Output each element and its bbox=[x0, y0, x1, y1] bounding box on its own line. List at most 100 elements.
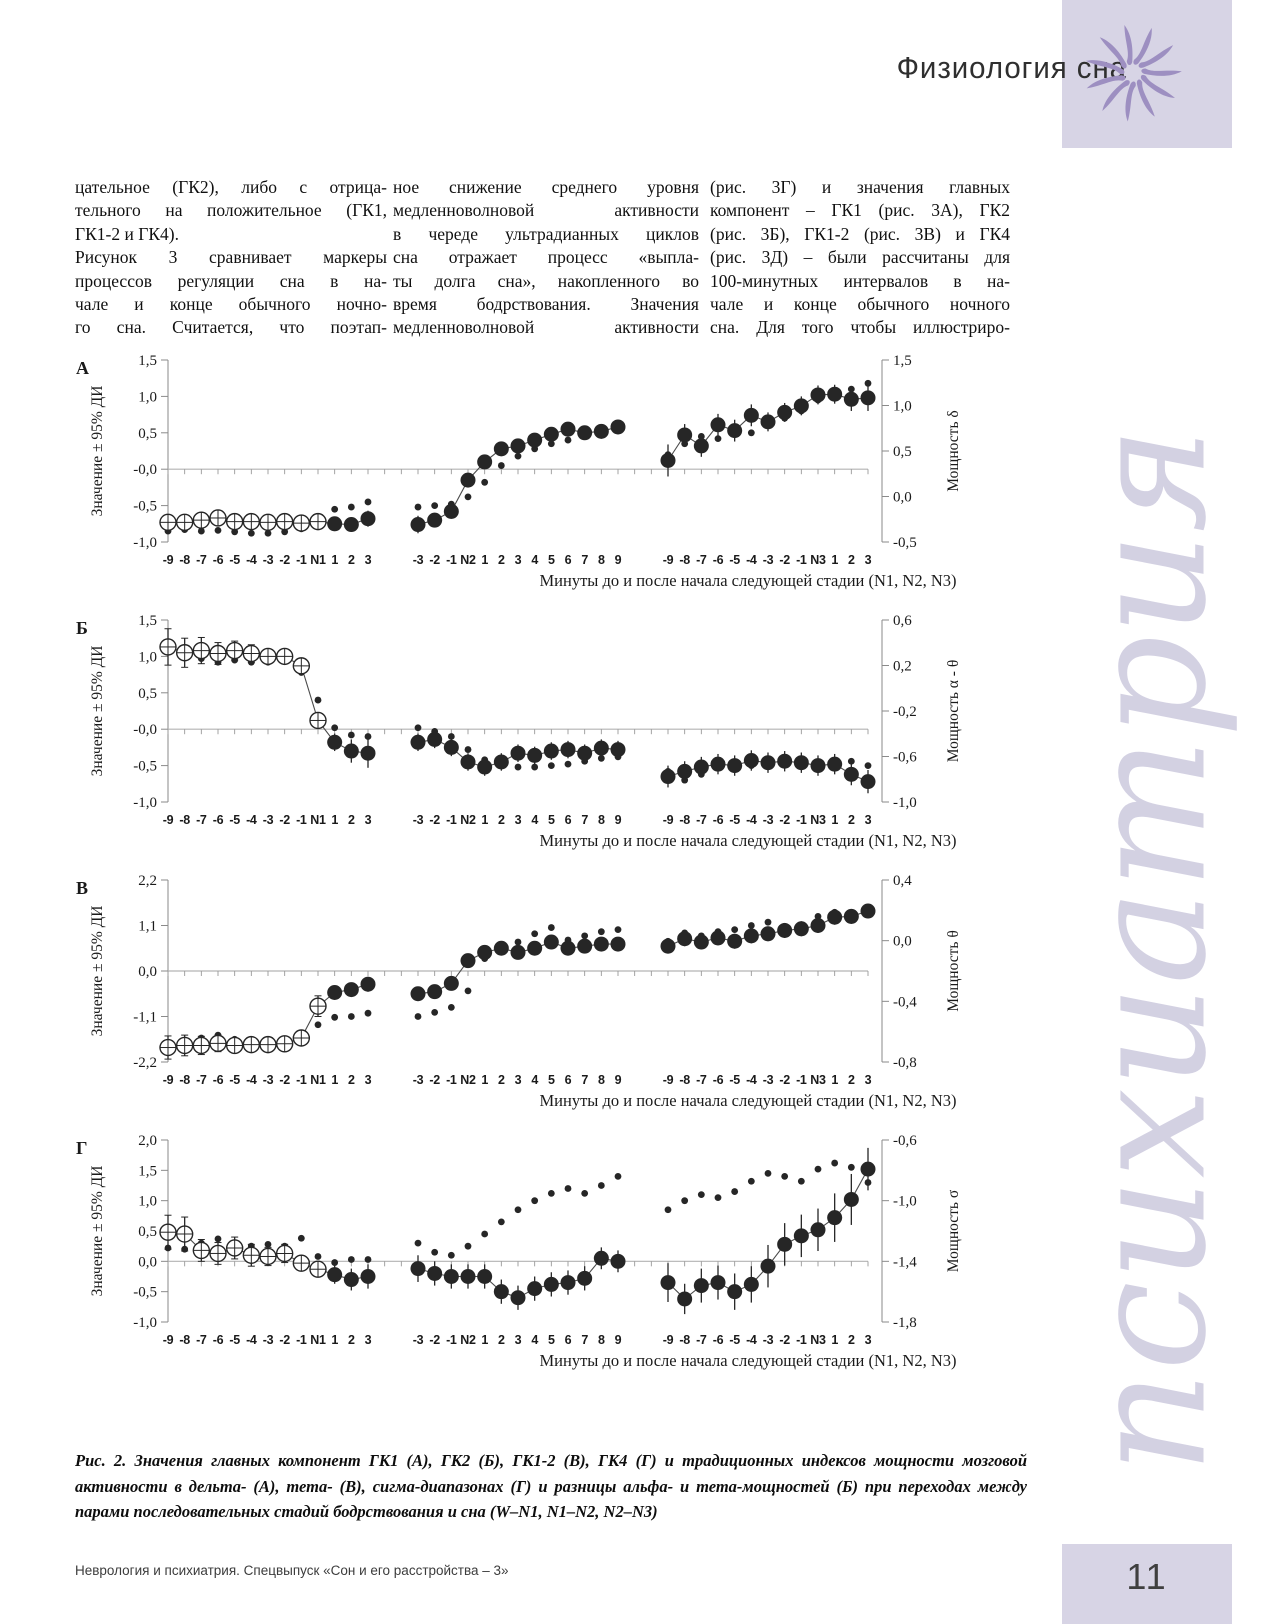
svg-text:3: 3 bbox=[365, 553, 372, 567]
dotted-series-point bbox=[681, 1197, 689, 1205]
dotted-series-point bbox=[514, 938, 522, 946]
main-series-marker bbox=[610, 1253, 626, 1269]
figure-caption: Рис. 2. Значения главных компонент ГК1 (… bbox=[75, 1451, 1027, 1522]
dotted-series-point bbox=[764, 918, 772, 926]
main-series-marker bbox=[460, 754, 476, 770]
svg-text:-1: -1 bbox=[446, 813, 457, 827]
svg-text:-6: -6 bbox=[713, 1073, 724, 1087]
main-series-marker bbox=[793, 398, 809, 414]
svg-text:-3: -3 bbox=[763, 813, 774, 827]
series-group bbox=[410, 1173, 626, 1310]
right-axis-label: Мощность δ bbox=[945, 410, 962, 491]
svg-text:N2: N2 bbox=[460, 1333, 476, 1347]
svg-text:-1: -1 bbox=[446, 1333, 457, 1347]
svg-text:9: 9 bbox=[615, 553, 622, 567]
x-axis-title: Минуты до и после начала следующей стади… bbox=[539, 1091, 956, 1110]
svg-text:2: 2 bbox=[348, 1333, 355, 1347]
x-axis-title: Минуты до и после начала следующей стади… bbox=[539, 831, 956, 850]
main-series-marker bbox=[777, 404, 793, 420]
main-series-marker bbox=[543, 426, 559, 442]
main-series-marker bbox=[760, 414, 776, 430]
main-series-marker bbox=[760, 1258, 776, 1274]
dotted-series-point bbox=[564, 436, 572, 444]
main-series-marker bbox=[460, 472, 476, 488]
main-series-marker bbox=[610, 936, 626, 952]
svg-text:4: 4 bbox=[531, 553, 538, 567]
svg-text:-8: -8 bbox=[679, 1073, 690, 1087]
svg-text:-3: -3 bbox=[263, 1333, 274, 1347]
dotted-series-point bbox=[414, 503, 422, 511]
dotted-series-point bbox=[547, 924, 555, 931]
dotted-series-point bbox=[447, 733, 455, 740]
svg-text:8: 8 bbox=[598, 813, 605, 827]
text-column-1: цательное (ГК2), либо с отрица-тельного … bbox=[75, 176, 387, 340]
svg-text:-7: -7 bbox=[696, 553, 707, 567]
svg-text:-1,1: -1,1 bbox=[133, 1010, 157, 1026]
svg-text:-5: -5 bbox=[229, 553, 240, 567]
right-axis-label: Мощность σ bbox=[945, 1189, 962, 1272]
svg-text:-3: -3 bbox=[413, 1333, 424, 1347]
zero-line bbox=[167, 728, 869, 735]
text-line: сна отражает процесс «выпла- bbox=[393, 247, 699, 268]
text-line: медленноволновой активности bbox=[393, 317, 699, 338]
svg-text:-6: -6 bbox=[713, 553, 724, 567]
main-series-marker bbox=[427, 731, 443, 747]
text-line: тельного на положительное (ГК1, bbox=[75, 200, 387, 221]
main-series-marker bbox=[810, 918, 826, 933]
series-group bbox=[660, 1147, 876, 1315]
right-axis: -0,6 -1,0 -1,4 -1,8 bbox=[881, 1133, 917, 1331]
dotted-series-point bbox=[864, 1179, 872, 1186]
svg-text:3: 3 bbox=[865, 1073, 872, 1087]
main-series-marker bbox=[510, 745, 526, 761]
svg-text:-8: -8 bbox=[179, 813, 190, 827]
dotted-series-point bbox=[814, 913, 822, 920]
svg-text:4: 4 bbox=[531, 1333, 538, 1347]
main-series-marker bbox=[510, 1290, 526, 1306]
dotted-series-point bbox=[514, 452, 522, 460]
left-axis-label: Значение ± 95% ДИ bbox=[89, 646, 106, 777]
dotted-series-point bbox=[531, 930, 539, 938]
svg-text:-4: -4 bbox=[746, 1073, 757, 1087]
zero-line bbox=[167, 468, 869, 475]
main-series-marker bbox=[593, 1250, 609, 1266]
main-series-marker bbox=[793, 755, 809, 771]
x-tick-labels: -9 -8 -7 -6 -5 -4 -3 -2 -1 N1 1 2 3 -3 -2 -1 N2 1 2 3 4 5 6 7 8 9… bbox=[163, 1073, 872, 1087]
x-tick-labels: -9 -8 -7 -6 -5 -4 -3 -2 -1 N1 1 2 3 -3 -2 -1 N2 1 2 3 4 5 6 7 8 9… bbox=[163, 1333, 872, 1347]
svg-text:2: 2 bbox=[848, 813, 855, 827]
svg-text:-9: -9 bbox=[163, 553, 174, 567]
main-series-marker bbox=[410, 734, 426, 750]
dotted-series-point bbox=[547, 440, 555, 448]
main-series-marker bbox=[760, 926, 776, 942]
text-line: Рисунок 3 сравнивает маркеры bbox=[75, 247, 387, 268]
svg-text:-1: -1 bbox=[296, 1333, 307, 1347]
svg-text:-4: -4 bbox=[746, 553, 757, 567]
svg-text:N3: N3 bbox=[810, 553, 826, 567]
svg-text:3: 3 bbox=[515, 813, 522, 827]
dotted-series-point bbox=[764, 1169, 772, 1177]
main-series-marker bbox=[343, 743, 359, 759]
svg-text:-3: -3 bbox=[413, 813, 424, 827]
svg-text:-3: -3 bbox=[763, 1073, 774, 1087]
svg-text:-2: -2 bbox=[429, 1073, 440, 1087]
svg-text:-4: -4 bbox=[246, 813, 257, 827]
svg-text:N2: N2 bbox=[460, 813, 476, 827]
svg-text:-6: -6 bbox=[213, 553, 224, 567]
text-line: ное снижение среднего уровня bbox=[393, 177, 699, 197]
svg-text:8: 8 bbox=[598, 1073, 605, 1087]
svg-text:3: 3 bbox=[365, 813, 372, 827]
main-series-marker bbox=[660, 938, 676, 954]
svg-text:-6: -6 bbox=[213, 1073, 224, 1087]
svg-text:-1,0: -1,0 bbox=[133, 1315, 157, 1331]
main-series-marker bbox=[560, 940, 576, 956]
svg-text:-1,4: -1,4 bbox=[893, 1254, 917, 1270]
main-series-marker bbox=[493, 754, 509, 770]
dotted-series-point bbox=[314, 1021, 322, 1029]
svg-text:1: 1 bbox=[331, 813, 338, 827]
dotted-series-point bbox=[697, 1191, 705, 1198]
dotted-series-point bbox=[847, 757, 855, 765]
main-series-marker bbox=[443, 503, 459, 519]
svg-text:0,5: 0,5 bbox=[138, 686, 157, 702]
watermark-text: психиатрия bbox=[1054, 426, 1242, 1474]
dotted-series-point bbox=[431, 502, 439, 509]
main-series-marker bbox=[477, 1269, 493, 1284]
